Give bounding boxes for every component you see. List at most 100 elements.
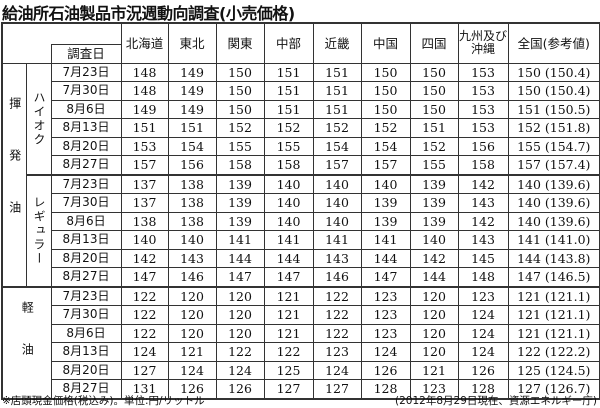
price-cell: 124 [215,360,265,380]
price-cell: 144 [263,248,314,268]
price-cell: 121 [409,360,459,380]
price-cell: 152 [360,118,411,138]
price-cell: 143 [457,230,509,250]
price-cell: 121 (121.1) [507,285,600,306]
price-cell: 152 [409,136,459,156]
price-cell: 122 [120,305,169,325]
price-cell: 140 (139.6) [507,173,600,194]
price-cell: 125 [263,360,314,380]
price-cell: 150 [409,62,459,82]
price-cell: 123 [360,323,411,343]
header-region: 九州及び沖縄 [457,22,509,64]
fuel-group-label: 軽油 [1,285,52,399]
footnote: ※店頭現金価格(税込み)。単位:円/リットル [2,395,205,407]
price-cell: 121 [263,305,314,325]
price-cell: 140 [409,230,459,250]
price-cell: 153 [120,136,169,156]
price-cell: 150 [360,81,411,101]
price-cell: 127 [263,379,314,399]
table-row: 揮発油 ハイオク 7月23日 148 149 150 151 151 150 150 153 150 … [1,62,600,287]
survey-date: 8月27日 [50,379,122,399]
price-cell: 151 [263,62,314,82]
price-cell: 122 [120,285,169,306]
price-cell: 142 [120,248,169,268]
table-row: 軽油 7月23日 122 120 120 121 122 123 120 123 121 (121.… [1,285,600,399]
price-cell: 137 [120,193,169,213]
price-cell: 150 [409,81,459,101]
price-cell: 153 [457,118,509,138]
price-cell: 157 [312,155,362,175]
price-cell: 144 [409,267,459,287]
price-cell: 140 (139.6) [507,211,600,231]
survey-date: 8月27日 [50,155,122,175]
price-cell: 141 (141.0) [507,230,600,250]
survey-date: 8月6日 [50,99,122,119]
price-cell: 149 [120,99,169,119]
price-cell: 140 (139.6) [507,193,600,213]
header-row: 調査日 [1,44,600,64]
header-corner [1,22,122,45]
table-row: 8月13日 140 140 141 141 141 141 140 143 141 (141.0) [2,230,600,250]
price-cell: 147 [263,267,314,287]
price-cell: 120 [409,323,459,343]
survey-date: 7月30日 [50,305,122,325]
price-cell: 149 [167,62,217,82]
source-note: (2012年8月29日現在、資源エネルギー庁) [395,395,597,407]
price-cell: 139 [215,193,265,213]
price-cell: 122 [312,285,362,306]
price-cell: 141 [215,230,265,250]
price-cell: 127 [120,360,169,380]
price-cell: 147 [120,267,169,287]
table-row: 8月20日 142 143 144 144 143 144 142 145 144 (143.8) [2,248,600,268]
price-cell: 140 [263,211,314,231]
table-row: 8月27日 131 126 126 127 127 128 123 128 127 (126.7) [2,379,600,399]
price-cell: 155 [409,155,459,175]
price-cell: 150 [215,62,265,82]
price-cell: 123 [409,379,459,399]
price-cell: 123 [360,305,411,325]
price-cell: 150 [409,99,459,119]
price-cell: 150 [360,99,411,119]
table-row: 8月27日 157 156 158 158 157 157 155 158 157 (157.4) [2,155,600,175]
price-cell: 123 [360,285,411,306]
table-row: 7月30日 137 138 139 140 140 139 139 143 140 (139.6) [2,193,600,213]
price-cell: 140 [167,230,217,250]
price-cell: 124 [360,342,411,362]
price-cell: 138 [167,173,217,194]
price-cell: 147 [360,267,411,287]
price-cell: 121 [263,323,314,343]
price-cell: 143 [457,193,509,213]
table-row: レギュラー 7月23日 137 138 139 140 140 140 139 142 140 (1… [2,173,600,287]
fuel-type-label: レギュラー [25,173,52,287]
price-cell: 124 [457,342,509,362]
header-region: 四国 [409,22,459,64]
survey-date: 7月23日 [50,285,122,306]
price-cell: 141 [360,230,411,250]
price-cell: 151 [263,81,314,101]
price-cell: 158 [263,155,314,175]
price-cell: 140 [312,211,362,231]
survey-date: 8月20日 [50,248,122,268]
price-cell: 156 [167,155,217,175]
table-row: 8月6日 122 120 120 121 122 123 120 124 121 (121.1) [2,323,600,343]
price-cell: 139 [409,211,459,231]
header-region: 全国(参考値) [507,22,600,64]
header-region: 関東 [215,22,265,64]
survey-date: 8月27日 [50,267,122,287]
price-cell: 122 [215,342,265,362]
price-cell: 140 [312,193,362,213]
price-cell: 120 [409,285,459,306]
price-cell: 121 [167,342,217,362]
price-cell: 139 [215,173,265,194]
price-cell: 120 [167,323,217,343]
header-region: 中国 [360,22,411,64]
price-cell: 151 [312,81,362,101]
price-cell: 122 [263,342,314,362]
price-cell: 145 [457,248,509,268]
price-cell: 140 [263,173,314,194]
price-cell: 144 (143.8) [507,248,600,268]
fuel-type-label: ハイオク [25,62,52,175]
price-cell: 120 [167,305,217,325]
price-cell: 153 [457,81,509,101]
price-cell: 120 [215,305,265,325]
